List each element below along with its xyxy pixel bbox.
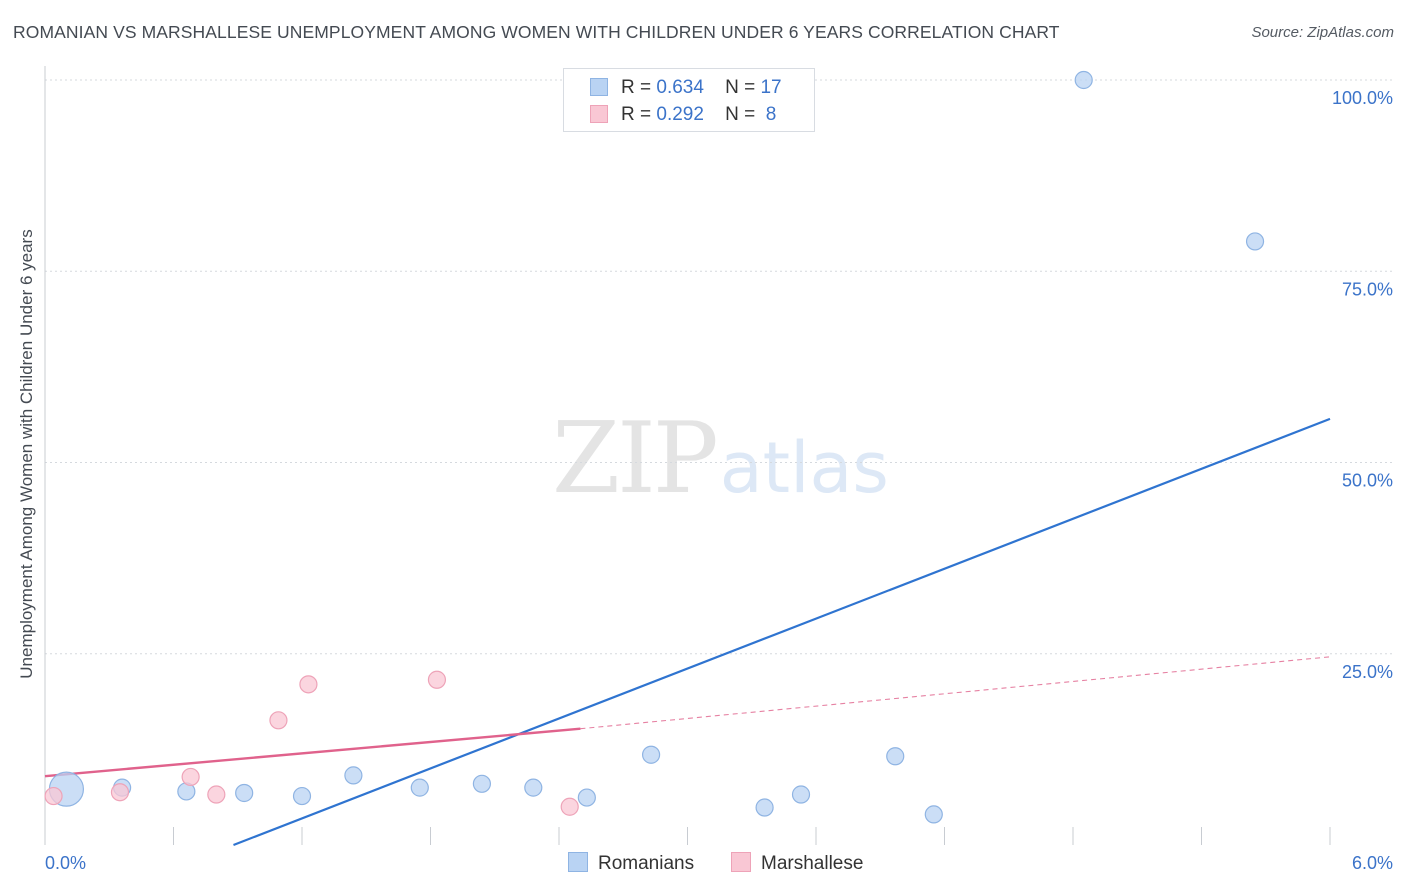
romanians-point [292, 786, 312, 806]
bottom-legend-marshallese: Marshallese [731, 852, 863, 875]
y-tick-label: 50.0% [1342, 471, 1393, 491]
y-tick-label: 25.0% [1342, 662, 1393, 682]
gridlines [45, 79, 1393, 655]
trendlines [44, 417, 1331, 847]
romanians-point [886, 747, 905, 766]
romanians-point [1074, 70, 1093, 90]
legend-r-label: R = [621, 77, 652, 98]
source-label: Source: ZipAtlas.com [1251, 24, 1394, 41]
bottom-legend-romanians: Romanians [568, 852, 694, 875]
marshallese-point [299, 675, 318, 694]
y-tick-label: 75.0% [1342, 279, 1393, 299]
marshallese-legend-swatch [731, 852, 751, 872]
marshallese-swatch [590, 105, 608, 123]
legend-n-value: 17 [760, 77, 782, 98]
marshallese-trendline [44, 727, 581, 778]
legend-n-value: 8 [765, 104, 777, 125]
tick-labels: 25.0% 50.0% 75.0% 100.0% 0.0% 6.0% [45, 88, 1393, 873]
marshallese-point [181, 767, 200, 787]
marshallese-point [269, 711, 288, 730]
romanians-point [524, 778, 543, 797]
marshallese-legend-label: Marshallese [761, 853, 864, 874]
romanians-point [235, 783, 254, 803]
marshallese-point [427, 670, 447, 689]
chart-title: ROMANIAN VS MARSHALLESE UNEMPLOYMENT AMO… [13, 22, 1060, 42]
data-points [44, 70, 1265, 824]
marshallese-point [110, 783, 130, 802]
romanians-point [1245, 232, 1265, 251]
romanians-point [791, 785, 811, 804]
legend-n-label: N = [725, 77, 756, 98]
romanians-swatch [590, 78, 608, 96]
romanians-point [344, 766, 363, 785]
marshallese-point [560, 797, 579, 816]
romanians-trendline [233, 417, 1331, 847]
legend-n-label: N = [725, 104, 756, 125]
y-axis-label: Unemployment Among Women with Children U… [17, 229, 36, 679]
marshallese-point [44, 786, 63, 806]
legend-r-value: 0.292 [656, 104, 704, 125]
x-tick-label: 6.0% [1352, 853, 1393, 873]
y-tick-label: 100.0% [1332, 88, 1393, 108]
legend-r-value: 0.634 [656, 77, 704, 98]
romanians-point [472, 774, 491, 793]
romanians-point [641, 745, 661, 764]
axes [44, 66, 1331, 845]
romanians-point [924, 805, 943, 824]
correlation-legend: R = 0.634 N = 17 R = 0.292 N = 8 [563, 68, 815, 132]
romanians-point [755, 798, 774, 817]
romanians-legend-swatch [568, 852, 588, 872]
marshallese-point [207, 785, 226, 804]
romanians-point [577, 788, 596, 807]
legend-r-label: R = [621, 104, 652, 125]
x-tick-label: 0.0% [45, 853, 86, 873]
romanians-point [410, 778, 429, 797]
romanians-legend-label: Romanians [598, 853, 695, 874]
